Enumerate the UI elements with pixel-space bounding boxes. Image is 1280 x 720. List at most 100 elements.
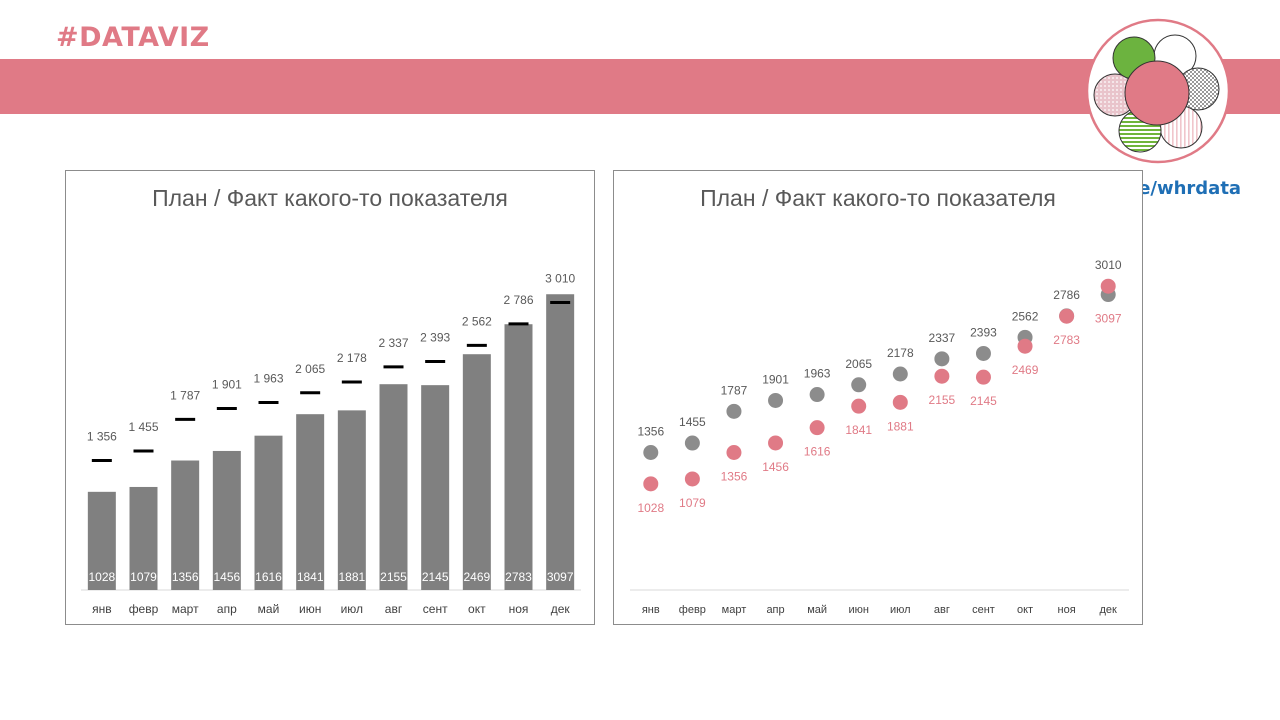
fact-label: 2155 bbox=[929, 393, 956, 407]
plan-label: 2 562 bbox=[462, 314, 492, 328]
plan-label: 1 455 bbox=[128, 420, 158, 434]
dot-chart-title: План / Факт какого-то показателя bbox=[700, 185, 1056, 211]
plan-label: 1 901 bbox=[212, 377, 242, 391]
fact-dot bbox=[1017, 338, 1033, 354]
x-tick-label: июн bbox=[299, 602, 321, 616]
x-tick-label: май bbox=[807, 604, 827, 616]
x-tick-label: сент bbox=[423, 602, 448, 616]
fact-label: 2145 bbox=[422, 570, 449, 584]
plan-label: 1901 bbox=[762, 372, 789, 386]
fact-bar bbox=[337, 410, 366, 590]
fact-dot bbox=[892, 394, 908, 410]
plan-label: 1 356 bbox=[87, 430, 117, 444]
fact-bar bbox=[296, 414, 325, 590]
x-tick-label: авг bbox=[934, 604, 950, 616]
bar-chart-title: План / Факт какого-то показателя bbox=[152, 185, 508, 211]
plan-label: 2 337 bbox=[378, 336, 408, 350]
fact-dot bbox=[768, 435, 784, 451]
plan-dot bbox=[684, 435, 700, 451]
fact-bar bbox=[171, 460, 200, 590]
x-tick-label: дек bbox=[1100, 604, 1118, 616]
fact-label: 1028 bbox=[637, 501, 664, 515]
logo-center bbox=[1124, 60, 1190, 126]
fact-bar bbox=[129, 486, 158, 590]
dot-chart-panel: План / Факт какого-то показателя 1356 102… bbox=[613, 170, 1143, 625]
fact-bar bbox=[421, 385, 450, 590]
fact-label: 1356 bbox=[721, 470, 748, 484]
plan-label: 2178 bbox=[887, 346, 914, 360]
plan-label: 2 065 bbox=[295, 362, 325, 376]
plan-label: 2393 bbox=[970, 325, 997, 339]
fact-label: 1456 bbox=[213, 570, 240, 584]
plan-label: 1 787 bbox=[170, 388, 200, 402]
fact-bar bbox=[87, 491, 116, 590]
dot-chart: 1356 1028 янв 1455 1079 февр 1787 1356 март 1901 1… bbox=[630, 258, 1129, 616]
fact-label: 1456 bbox=[762, 460, 789, 474]
fact-dot bbox=[851, 398, 867, 414]
fact-bar bbox=[379, 384, 408, 590]
plan-label: 2065 bbox=[845, 357, 872, 371]
fact-dot bbox=[643, 476, 659, 492]
fact-label: 1079 bbox=[679, 496, 706, 510]
x-tick-label: март bbox=[172, 602, 199, 616]
x-tick-label: февр bbox=[679, 604, 706, 616]
fact-label: 1079 bbox=[130, 570, 157, 584]
x-tick-label: сент bbox=[972, 604, 995, 616]
plan-label: 1963 bbox=[804, 367, 831, 381]
plan-dot bbox=[975, 345, 991, 361]
plan-label: 2 393 bbox=[420, 330, 450, 344]
x-tick-label: янв bbox=[92, 602, 112, 616]
plan-label: 3010 bbox=[1095, 258, 1122, 272]
fact-dot bbox=[934, 368, 950, 384]
fact-label: 2783 bbox=[505, 570, 532, 584]
x-tick-label: февр bbox=[129, 602, 159, 616]
fact-label: 1881 bbox=[887, 419, 914, 433]
x-tick-label: апр bbox=[217, 602, 237, 616]
fact-dot bbox=[1059, 308, 1075, 324]
fact-label: 2783 bbox=[1053, 333, 1080, 347]
fact-dot bbox=[975, 369, 991, 385]
plan-label: 3 010 bbox=[545, 272, 575, 286]
plan-label: 1787 bbox=[721, 383, 748, 397]
plan-label: 2786 bbox=[1053, 288, 1080, 302]
fact-label: 2145 bbox=[970, 394, 997, 408]
bar-chart: 1 356 1028 янв 1 455 1079 февр 1 787 1356 март 1 … bbox=[81, 272, 581, 616]
plan-dot bbox=[892, 366, 908, 382]
x-tick-label: март bbox=[722, 604, 747, 616]
x-tick-label: авг bbox=[385, 602, 403, 616]
fact-bar bbox=[546, 294, 575, 590]
plan-dot bbox=[643, 445, 659, 461]
fact-dot bbox=[726, 445, 742, 461]
x-tick-label: июл bbox=[890, 604, 911, 616]
x-tick-label: дек bbox=[551, 602, 571, 616]
fact-label: 1356 bbox=[172, 570, 199, 584]
fact-label: 2469 bbox=[463, 570, 490, 584]
plan-label: 1356 bbox=[637, 425, 664, 439]
fact-label: 1616 bbox=[255, 570, 282, 584]
fact-dot bbox=[1100, 278, 1116, 294]
x-tick-label: май bbox=[258, 602, 280, 616]
fact-label: 1881 bbox=[338, 570, 365, 584]
plan-label: 2562 bbox=[1012, 309, 1039, 323]
dataviz-hashtag: #DATAVIZ bbox=[56, 22, 210, 53]
plan-label: 2 786 bbox=[503, 293, 533, 307]
x-tick-label: окт bbox=[1017, 604, 1033, 616]
plan-label: 1 963 bbox=[253, 372, 283, 386]
fact-label: 1616 bbox=[804, 445, 831, 459]
bar-chart-panel: План / Факт какого-то показателя 1 356 10… bbox=[65, 170, 595, 625]
fact-dot bbox=[684, 471, 700, 487]
x-tick-label: окт bbox=[468, 602, 486, 616]
x-tick-label: ноя bbox=[509, 602, 529, 616]
fact-bar bbox=[504, 324, 533, 590]
fact-bar bbox=[212, 450, 241, 590]
header-band bbox=[0, 59, 1280, 114]
plan-label: 2337 bbox=[929, 331, 956, 345]
x-tick-label: янв bbox=[642, 604, 660, 616]
fact-label: 1028 bbox=[88, 570, 115, 584]
fact-bar bbox=[462, 354, 491, 590]
plan-dot bbox=[934, 351, 950, 367]
fact-label: 1841 bbox=[845, 423, 872, 437]
x-tick-label: апр bbox=[766, 604, 784, 616]
plan-dot bbox=[726, 403, 742, 419]
plan-dot bbox=[768, 392, 784, 408]
